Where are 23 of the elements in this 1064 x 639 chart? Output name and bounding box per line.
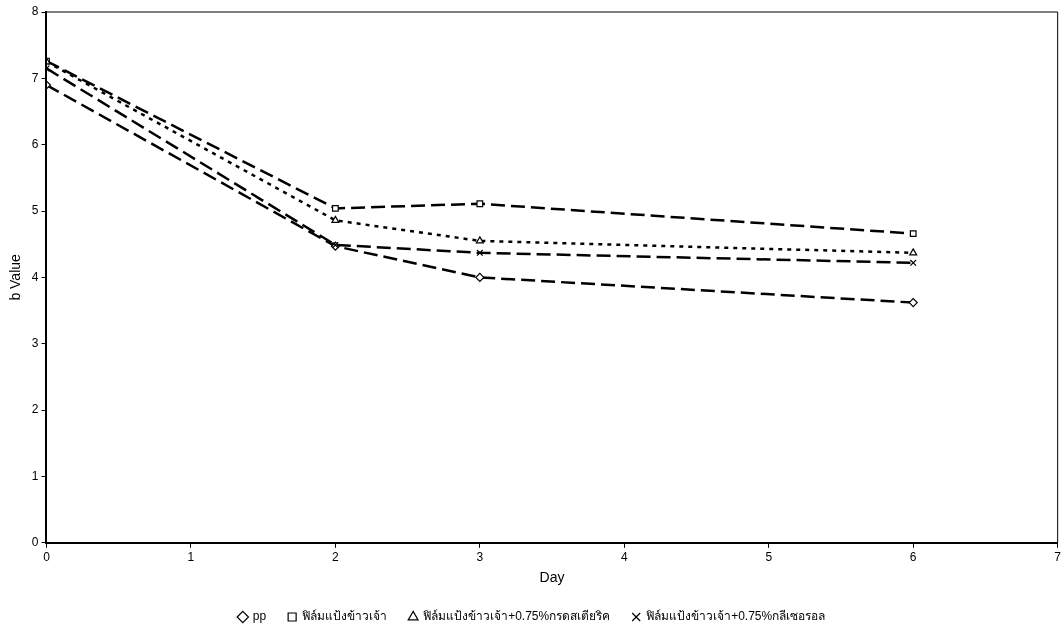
- x-tick-label: 3: [476, 550, 484, 565]
- legend-label: pp: [252, 609, 267, 624]
- legend-label: ฟิล์มแป้งข้าวเจ้า+0.75%กลีเซอรอล: [646, 609, 826, 624]
- y-axis-title: b Value: [7, 253, 24, 301]
- y-tick-label: 5: [31, 203, 39, 218]
- y-tick-label: 8: [31, 4, 39, 19]
- x-tick-label: 5: [765, 550, 773, 565]
- x-tick-label: 4: [620, 550, 628, 565]
- y-tick-label: 3: [31, 336, 39, 351]
- x-tick-label: 7: [1054, 550, 1062, 565]
- y-tick-label: 6: [31, 137, 39, 152]
- y-tick-label: 7: [31, 70, 39, 85]
- y-tick-label: 4: [31, 269, 39, 284]
- x-axis-title: Day: [539, 569, 565, 586]
- y-tick-label: 1: [31, 468, 39, 483]
- x-tick-label: 6: [909, 550, 917, 565]
- y-tick-label: 2: [31, 402, 39, 417]
- x-tick-label: 0: [43, 550, 51, 565]
- y-tick-label: 0: [31, 535, 39, 550]
- legend-label: ฟิล์มแป้งข้าวเจ้า: [302, 609, 388, 624]
- legend-label: ฟิล์มแป้งข้าวเจ้า+0.75%กรดสเตียริค: [423, 609, 611, 624]
- x-tick-label: 2: [332, 550, 340, 565]
- x-tick-label: 1: [187, 550, 195, 565]
